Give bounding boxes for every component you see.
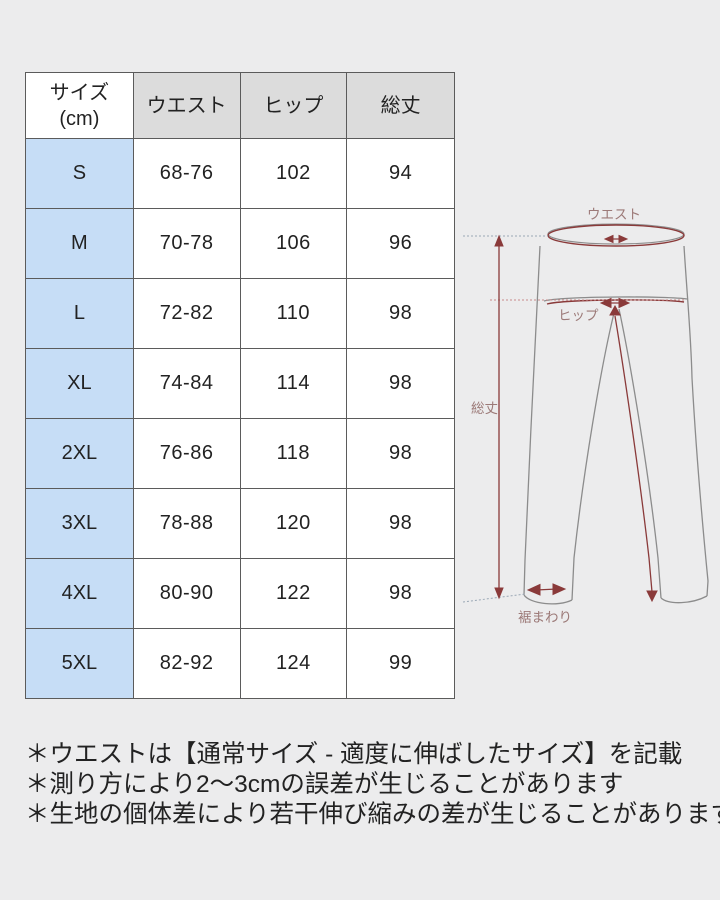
svg-text:ウエスト: ウエスト: [587, 207, 641, 222]
svg-text:ヒップ: ヒップ: [558, 308, 599, 323]
svg-text:裾まわり: 裾まわり: [518, 610, 572, 625]
svg-text:総丈: 総丈: [471, 401, 498, 416]
